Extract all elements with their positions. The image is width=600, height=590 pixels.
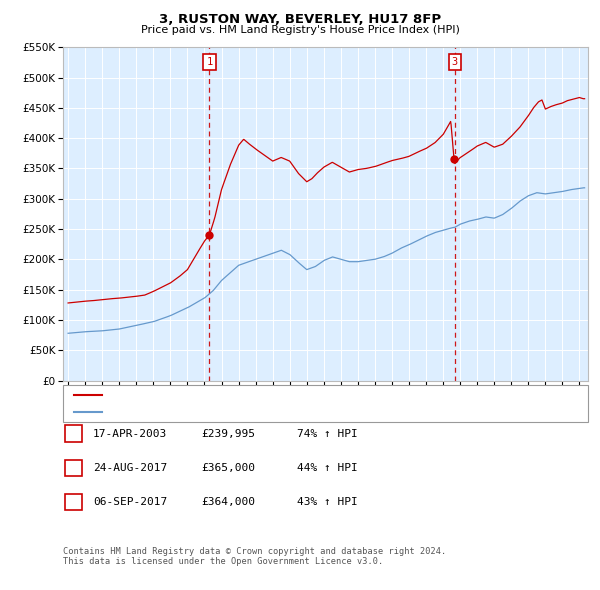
Text: 17-APR-2003: 17-APR-2003 [93,429,167,438]
Text: Price paid vs. HM Land Registry's House Price Index (HPI): Price paid vs. HM Land Registry's House … [140,25,460,35]
Text: 3, RUSTON WAY, BEVERLEY, HU17 8FP: 3, RUSTON WAY, BEVERLEY, HU17 8FP [159,13,441,26]
Text: Contains HM Land Registry data © Crown copyright and database right 2024.: Contains HM Land Registry data © Crown c… [63,547,446,556]
Text: 3: 3 [70,497,76,507]
Text: 1: 1 [70,429,76,438]
Text: 3: 3 [452,57,458,67]
Text: £365,000: £365,000 [201,463,255,473]
Text: 44% ↑ HPI: 44% ↑ HPI [297,463,358,473]
Text: 3, RUSTON WAY, BEVERLEY, HU17 8FP (detached house): 3, RUSTON WAY, BEVERLEY, HU17 8FP (detac… [106,390,406,400]
Text: 74% ↑ HPI: 74% ↑ HPI [297,429,358,438]
Text: £364,000: £364,000 [201,497,255,507]
Text: HPI: Average price, detached house, East Riding of Yorkshire: HPI: Average price, detached house, East… [106,407,466,417]
Text: £239,995: £239,995 [201,429,255,438]
Text: This data is licensed under the Open Government Licence v3.0.: This data is licensed under the Open Gov… [63,558,383,566]
Text: 1: 1 [206,57,212,67]
Text: 43% ↑ HPI: 43% ↑ HPI [297,497,358,507]
Text: 24-AUG-2017: 24-AUG-2017 [93,463,167,473]
Text: 06-SEP-2017: 06-SEP-2017 [93,497,167,507]
Text: 2: 2 [70,463,76,473]
